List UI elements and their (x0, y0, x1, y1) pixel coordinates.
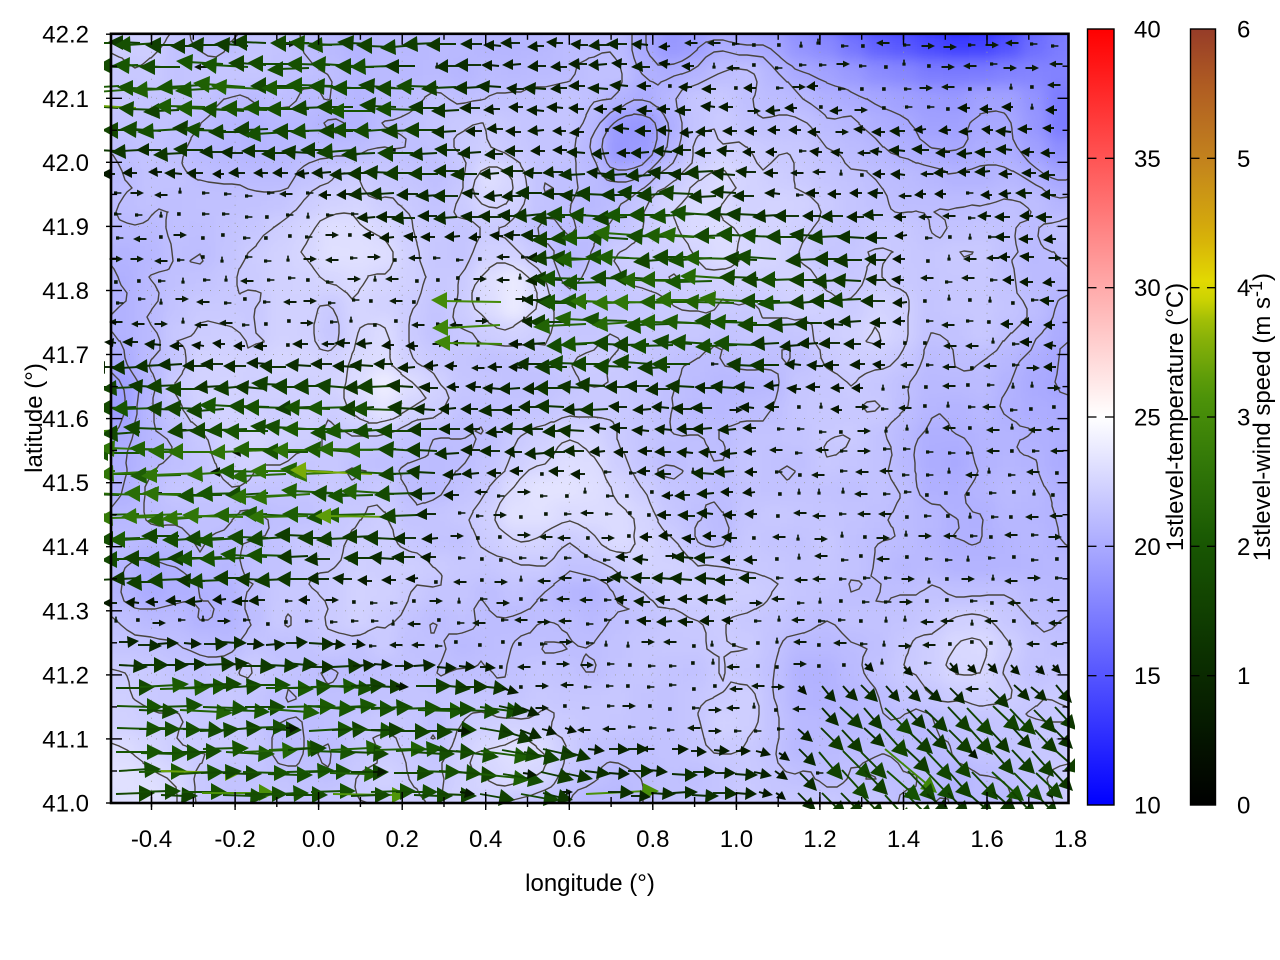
svg-text:42.2: 42.2 (42, 22, 89, 49)
svg-text:1.2: 1.2 (803, 826, 836, 853)
svg-text:15: 15 (1134, 663, 1161, 690)
svg-text:-0.2: -0.2 (214, 826, 255, 853)
svg-text:1stlevel-wind speed (m s-1): 1stlevel-wind speed (m s-1) (1246, 273, 1276, 561)
svg-text:41.6: 41.6 (42, 406, 89, 433)
svg-text:0.8: 0.8 (636, 826, 669, 853)
svg-text:10: 10 (1134, 793, 1161, 820)
svg-text:20: 20 (1134, 534, 1161, 561)
svg-text:35: 35 (1134, 146, 1161, 173)
svg-text:latitude (°): latitude (°) (21, 363, 48, 473)
svg-text:41.5: 41.5 (42, 470, 89, 497)
svg-text:41.9: 41.9 (42, 214, 89, 241)
svg-text:40: 40 (1134, 17, 1161, 44)
svg-text:-0.4: -0.4 (131, 826, 172, 853)
svg-text:5: 5 (1237, 146, 1250, 173)
svg-text:1.4: 1.4 (887, 826, 920, 853)
svg-text:41.2: 41.2 (42, 662, 89, 689)
svg-text:1.0: 1.0 (720, 826, 753, 853)
svg-text:longitude (°): longitude (°) (525, 870, 655, 897)
svg-text:41.3: 41.3 (42, 598, 89, 625)
svg-text:25: 25 (1134, 405, 1161, 432)
svg-text:6: 6 (1237, 17, 1250, 44)
svg-text:41.0: 41.0 (42, 791, 89, 818)
svg-text:42.0: 42.0 (42, 150, 89, 177)
svg-text:0.4: 0.4 (469, 826, 502, 853)
svg-text:1.6: 1.6 (970, 826, 1003, 853)
svg-text:41.8: 41.8 (42, 278, 89, 305)
svg-text:41.1: 41.1 (42, 726, 89, 753)
svg-text:1: 1 (1237, 663, 1250, 690)
svg-text:0: 0 (1237, 793, 1250, 820)
svg-text:42.1: 42.1 (42, 86, 89, 113)
svg-text:0.6: 0.6 (553, 826, 586, 853)
svg-text:0.0: 0.0 (302, 826, 335, 853)
svg-text:41.7: 41.7 (42, 342, 89, 369)
svg-text:1.8: 1.8 (1054, 826, 1087, 853)
svg-text:1stlevel-temperature (°C): 1stlevel-temperature (°C) (1162, 283, 1189, 551)
svg-text:41.4: 41.4 (42, 534, 89, 561)
svg-text:0.2: 0.2 (386, 826, 419, 853)
svg-text:30: 30 (1134, 275, 1161, 302)
